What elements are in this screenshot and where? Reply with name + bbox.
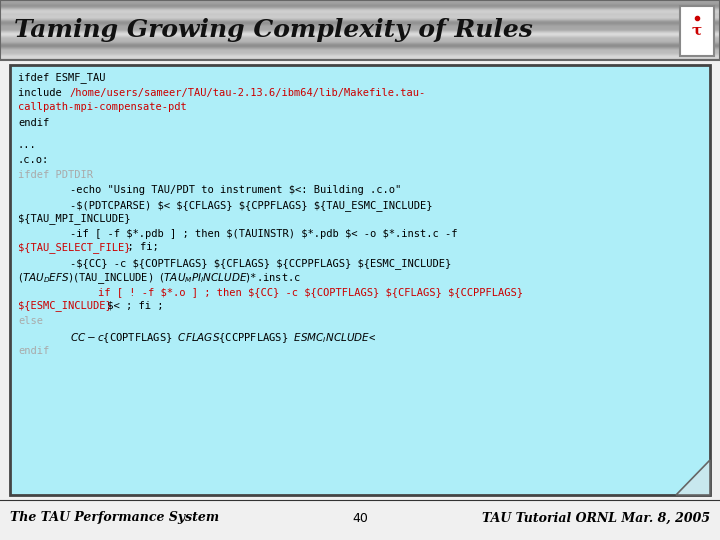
Bar	[0, 15, 720, 16]
Text: endif: endif	[18, 118, 49, 128]
Text: 40: 40	[352, 511, 368, 524]
Bar	[0, 0, 720, 60]
Bar	[0, 49, 720, 50]
Text: endif: endif	[18, 346, 49, 356]
Bar	[0, 55, 720, 56]
Text: ${TAU_MPI_INCLUDE}: ${TAU_MPI_INCLUDE}	[18, 213, 130, 224]
Bar	[0, 21, 720, 22]
Text: else: else	[18, 316, 43, 326]
Bar	[0, 23, 720, 24]
Polygon shape	[676, 460, 710, 495]
Bar	[0, 3, 720, 4]
Bar	[0, 30, 720, 31]
Text: -$(PDTCPARSE) $< ${CFLAGS} ${CPPFLAGS} ${TAU_ESMC_INCLUDE}: -$(PDTCPARSE) $< ${CFLAGS} ${CPPFLAGS} $…	[70, 200, 433, 211]
Text: ${ESMC_INCLUDE}: ${ESMC_INCLUDE}	[18, 300, 112, 311]
Bar	[0, 39, 720, 40]
Bar	[0, 34, 720, 35]
Bar	[0, 24, 720, 25]
Text: ; fi;: ; fi;	[115, 242, 158, 252]
Bar	[0, 44, 720, 45]
Bar	[0, 53, 720, 54]
Text: $< ; fi ;: $< ; fi ;	[101, 300, 163, 310]
Text: if [ ! -f $*.o ] ; then ${CC} -c ${COPTFLAGS} ${CFLAGS} ${CCPPFLAGS}: if [ ! -f $*.o ] ; then ${CC} -c ${COPTF…	[98, 287, 523, 297]
Bar	[0, 16, 720, 17]
Bar	[0, 59, 720, 60]
Text: τ: τ	[692, 24, 702, 38]
Text: -echo "Using TAU/PDT to instrument $<: Building .c.o": -echo "Using TAU/PDT to instrument $<: B…	[70, 185, 401, 195]
Bar	[0, 1, 720, 2]
Bar	[0, 46, 720, 47]
Bar	[0, 4, 720, 5]
Bar	[0, 54, 720, 55]
Bar	[0, 5, 720, 6]
Bar	[0, 25, 720, 26]
Bar	[0, 8, 720, 9]
Bar	[0, 40, 720, 41]
Bar	[0, 2, 720, 3]
Bar	[0, 35, 720, 36]
Text: ${TAU_SELECT_FILE}: ${TAU_SELECT_FILE}	[18, 242, 130, 253]
Bar	[0, 6, 720, 7]
Bar	[0, 11, 720, 12]
Bar	[0, 14, 720, 15]
Text: /home/users/sameer/TAU/tau-2.13.6/ibm64/lib/Makefile.tau-: /home/users/sameer/TAU/tau-2.13.6/ibm64/…	[69, 88, 426, 98]
Text: Taming Growing Complexity of Rules: Taming Growing Complexity of Rules	[14, 18, 533, 42]
Bar	[0, 52, 720, 53]
Bar	[0, 17, 720, 18]
Text: ifdef PDTDIR: ifdef PDTDIR	[18, 170, 93, 180]
Bar	[0, 10, 720, 11]
Text: callpath-mpi-compensate-pdt: callpath-mpi-compensate-pdt	[18, 102, 186, 112]
Bar	[0, 20, 720, 21]
Bar	[0, 0, 720, 1]
Bar	[0, 18, 720, 19]
Bar	[0, 27, 720, 28]
Text: ${CC} -c ${COPTFLAGS} ${CFLAGS} ${CCPPFLAGS} ${ESMC_INCLUDE} $<: ${CC} -c ${COPTFLAGS} ${CFLAGS} ${CCPPFL…	[70, 331, 376, 345]
Bar	[0, 58, 720, 59]
Bar	[0, 57, 720, 58]
Bar	[0, 28, 720, 29]
Text: .c.o:: .c.o:	[18, 155, 49, 165]
Bar	[0, 13, 720, 14]
Bar	[0, 7, 720, 8]
Bar	[0, 47, 720, 48]
Bar	[0, 29, 720, 30]
Bar	[0, 42, 720, 43]
Bar	[0, 45, 720, 46]
Bar	[0, 12, 720, 13]
Bar	[0, 38, 720, 39]
Text: -${CC} -c ${COPTFLAGS} ${CFLAGS} ${CCPPFLAGS} ${ESMC_INCLUDE}: -${CC} -c ${COPTFLAGS} ${CFLAGS} ${CCPPF…	[70, 258, 451, 269]
Bar	[0, 50, 720, 51]
Bar	[0, 43, 720, 44]
Text: ...: ...	[18, 140, 37, 150]
Bar	[0, 22, 720, 23]
Text: $(TAU_DEFS) $(TAU_INCLUDE) $(TAU_MPI_INCLUDE) $*.inst.c: $(TAU_DEFS) $(TAU_INCLUDE) $(TAU_MPI_INC…	[18, 271, 301, 286]
Bar	[0, 26, 720, 27]
Text: TAU Tutorial ORNL Mar. 8, 2005: TAU Tutorial ORNL Mar. 8, 2005	[482, 511, 710, 524]
Text: The TAU Performance System: The TAU Performance System	[10, 511, 219, 524]
Bar	[680, 6, 714, 56]
Bar	[10, 65, 710, 495]
Bar	[0, 33, 720, 34]
Bar	[0, 56, 720, 57]
Bar	[0, 37, 720, 38]
Bar	[0, 41, 720, 42]
Bar	[0, 9, 720, 10]
Bar	[0, 19, 720, 20]
Text: include: include	[18, 88, 68, 98]
Bar	[0, 48, 720, 49]
Text: ifdef ESMF_TAU: ifdef ESMF_TAU	[18, 72, 106, 83]
Bar	[0, 32, 720, 33]
Bar	[0, 31, 720, 32]
Bar	[0, 51, 720, 52]
Bar	[0, 36, 720, 37]
Text: -if [ -f $*.pdb ] ; then $(TAUINSTR) $*.pdb $< -o $*.inst.c -f: -if [ -f $*.pdb ] ; then $(TAUINSTR) $*.…	[70, 229, 457, 239]
